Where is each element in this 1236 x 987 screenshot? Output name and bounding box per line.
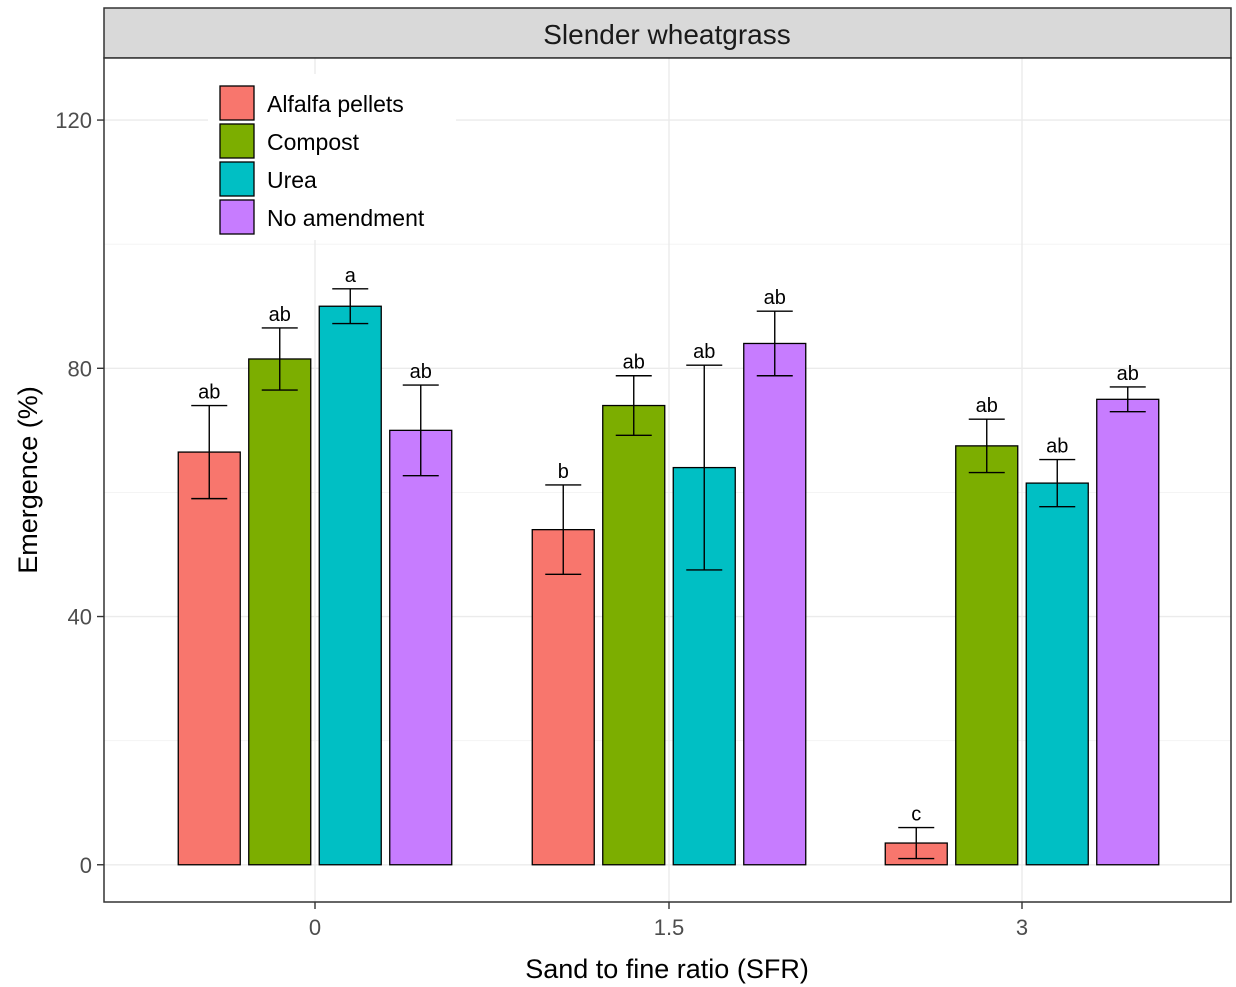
y-tick-label: 0: [80, 853, 92, 878]
legend-swatch: [219, 161, 255, 197]
y-tick-label: 120: [55, 108, 92, 133]
bar: [955, 445, 1019, 866]
significance-label: ab: [976, 395, 998, 417]
significance-labels: ab ab a ab b ab ab ab c ab ab ab: [198, 265, 1139, 826]
y-tick-label: 40: [68, 605, 92, 630]
significance-label: ab: [198, 382, 220, 404]
bar: [248, 358, 312, 866]
y-axis: 0 40 80 120: [55, 108, 104, 878]
significance-label: ab: [693, 341, 715, 363]
legend-label: No amendment: [267, 205, 425, 231]
x-tick-label: 3: [1016, 915, 1028, 940]
significance-label: ab: [410, 361, 432, 383]
facet-strip: [103, 7, 1232, 59]
legend-swatch: [219, 85, 255, 121]
chart-title: Slender wheatgrass: [543, 19, 790, 50]
plot-border: [103, 57, 1232, 903]
legend-label: Compost: [267, 129, 360, 155]
significance-label: a: [345, 265, 357, 287]
x-tick-label: 1.5: [654, 915, 685, 940]
bar: [1025, 482, 1089, 866]
significance-label: ab: [764, 287, 786, 309]
legend-swatch: [219, 199, 255, 235]
significance-label: ab: [1046, 436, 1068, 458]
y-axis-title: Emergence (%): [13, 386, 43, 574]
legend-swatch: [219, 123, 255, 159]
x-tick-label: 0: [309, 915, 321, 940]
bar: [602, 404, 666, 866]
bar: [1096, 398, 1160, 866]
bar: [531, 528, 595, 866]
significance-label: ab: [269, 304, 291, 326]
bar: [389, 429, 453, 866]
significance-label: ab: [1117, 363, 1139, 385]
x-axis: 0 1.5 3: [309, 902, 1028, 940]
legend-label: Urea: [267, 167, 317, 193]
bar: [177, 451, 241, 866]
significance-label: ab: [623, 352, 645, 374]
legend-label: Alfalfa pellets: [267, 91, 404, 117]
error-bars: [191, 288, 1146, 860]
y-tick-label: 80: [68, 356, 92, 381]
legend: Alfalfa pellets Compost Urea No amendment: [208, 74, 456, 240]
significance-label: b: [558, 461, 569, 483]
significance-label: c: [911, 804, 921, 826]
bar: [318, 305, 382, 866]
x-axis-title: Sand to fine ratio (SFR): [525, 954, 809, 984]
bars: [177, 305, 1160, 866]
bar: [743, 342, 807, 866]
